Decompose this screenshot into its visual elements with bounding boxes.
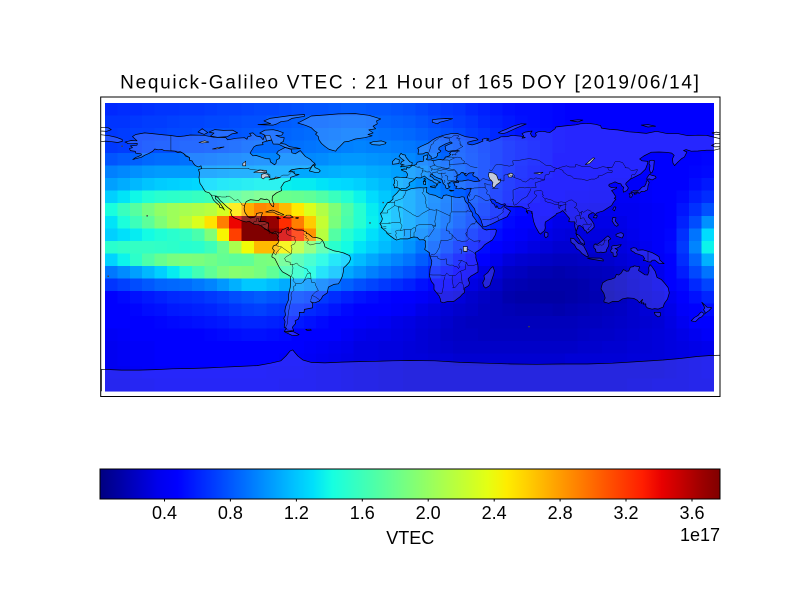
svg-text:1.6: 1.6 xyxy=(350,503,375,523)
svg-text:Nequick-Galileo VTEC : 21 Hour: Nequick-Galileo VTEC : 21 Hour of 165 DO… xyxy=(120,73,700,94)
svg-text:2.0: 2.0 xyxy=(416,503,441,523)
svg-text:2.4: 2.4 xyxy=(482,503,507,523)
svg-text:2.8: 2.8 xyxy=(548,503,573,523)
svg-text:1e17: 1e17 xyxy=(680,525,720,545)
svg-text:0.8: 0.8 xyxy=(218,503,243,523)
svg-text:0.4: 0.4 xyxy=(152,503,177,523)
svg-text:3.2: 3.2 xyxy=(613,503,638,523)
svg-text:1.2: 1.2 xyxy=(284,503,309,523)
svg-text:3.6: 3.6 xyxy=(679,503,704,523)
svg-text:VTEC: VTEC xyxy=(386,528,434,548)
